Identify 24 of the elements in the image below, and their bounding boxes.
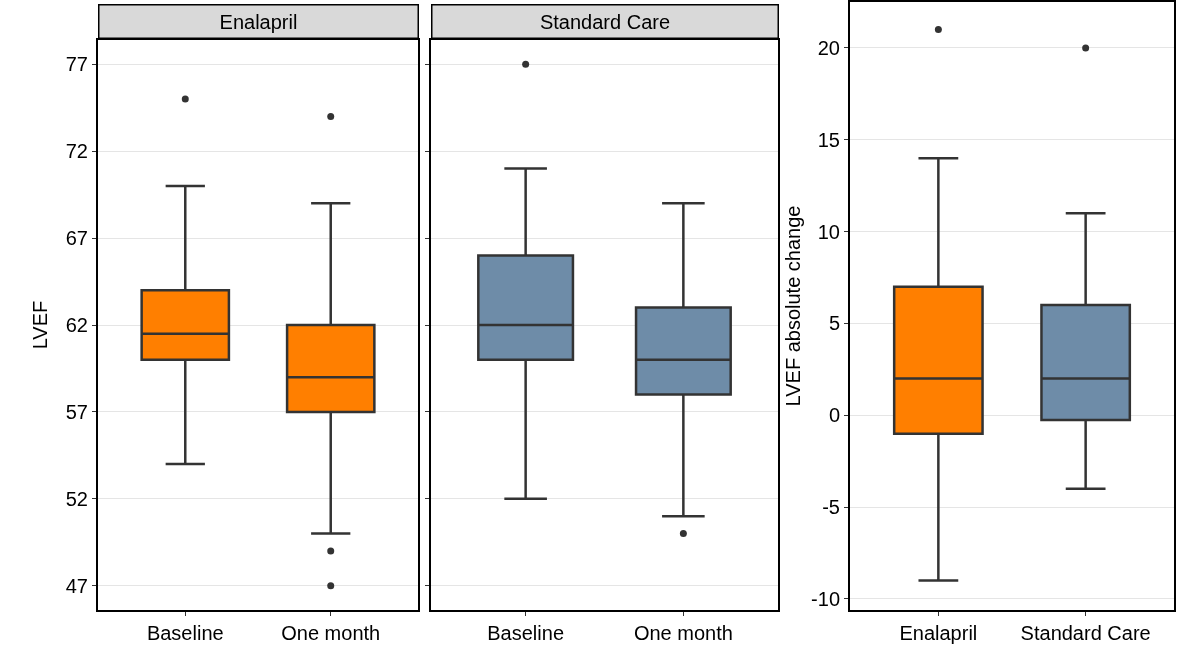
chart-title: Standard Care [539, 10, 671, 33]
chart-title: Enalapril [219, 10, 298, 33]
y-tick-label: 72 [65, 140, 88, 163]
y-tick-label: 10 [817, 220, 840, 243]
x-tick-label: Standard Care [1020, 622, 1151, 644]
y-tick-label: 77 [65, 53, 88, 76]
x-tick-label: Baseline [487, 622, 564, 644]
y-tick-label: -5 [822, 496, 840, 519]
y-tick-label: 57 [65, 400, 88, 423]
y-axis-title: LVEF absolute change [782, 205, 804, 407]
x-tick-label: One month [281, 622, 381, 644]
y-tick-label: 5 [828, 312, 840, 335]
y-tick-label: 47 [65, 574, 88, 597]
x-tick-label: One month [633, 622, 733, 644]
y-tick-label: 0 [828, 404, 840, 427]
x-tick-label: Enalapril [899, 622, 978, 644]
y-axis-title: LVEF [29, 300, 51, 350]
x-tick-label: Baseline [146, 622, 224, 644]
y-tick-label: -10 [811, 587, 840, 610]
y-tick-label: 20 [817, 36, 840, 59]
y-tick-label: 67 [65, 227, 88, 250]
y-tick-label: 62 [65, 314, 88, 336]
y-tick-label: 15 [817, 128, 840, 151]
y-tick-label: 52 [65, 487, 88, 510]
